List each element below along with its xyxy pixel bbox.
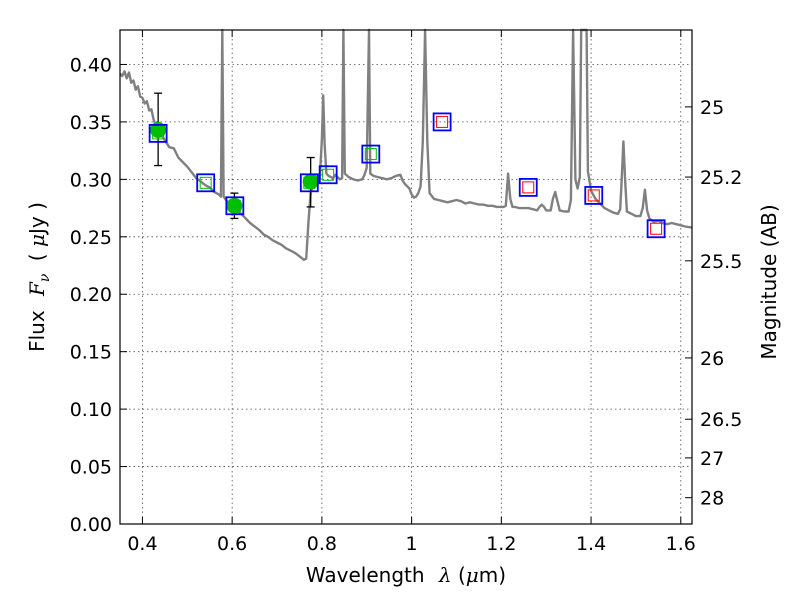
- y-axis-label-text: Flux: [25, 310, 49, 352]
- x-axis-label-unit-rest: m): [479, 563, 506, 587]
- model-box-inner: [303, 176, 316, 189]
- y-axis-label-unit-mu: μ: [25, 234, 49, 247]
- y-axis-label-f: F: [25, 281, 49, 297]
- model-box-outer: [299, 173, 319, 193]
- model-box-outer: [646, 219, 666, 239]
- model-box-outer: [225, 196, 245, 216]
- y2-axis-label: Magnitude (AB): [757, 204, 781, 359]
- x-axis-label-unit-open: (: [458, 563, 466, 587]
- x-tick-label: 1.6: [666, 533, 696, 555]
- y2-tick-label: 26: [700, 348, 724, 370]
- x-tick-label: 0.6: [217, 533, 247, 555]
- plot-frame: [119, 29, 693, 525]
- model-point-optical: [361, 144, 381, 164]
- model-point-optical: [196, 173, 216, 193]
- x-axis-label: Wavelength λ (μm): [306, 563, 506, 587]
- y-tick-label: 0.40: [70, 54, 112, 76]
- y2-tick-labels: 25 25.2 25.5 26 26.5 27 28: [700, 97, 742, 510]
- model-point-optical: [225, 196, 245, 216]
- x-tick-label: 1.4: [576, 533, 606, 555]
- y2-tick-label: 25.2: [700, 167, 742, 189]
- observed-point: [150, 121, 167, 138]
- model-box-inner: [650, 222, 663, 235]
- model-box-inner: [587, 189, 600, 202]
- y2-tick-label: 25: [700, 97, 724, 119]
- model-point-optical: [299, 173, 319, 193]
- axis-ticks: [120, 30, 692, 525]
- x-axis-label-unit-mu: μ: [466, 563, 479, 587]
- model-point-nir: [518, 177, 538, 197]
- model-box-outer: [148, 123, 168, 143]
- x-tick-label: 1.2: [486, 533, 516, 555]
- model-box-inner: [199, 176, 212, 189]
- y-tick-labels: 0.00 0.05 0.10 0.15 0.20 0.25 0.30 0.35 0.40: [70, 54, 112, 536]
- y-tick-label: 0.35: [70, 112, 112, 134]
- y-tick-label: 0.15: [70, 342, 112, 364]
- model-box-inner: [364, 148, 377, 161]
- model-box-inner: [152, 127, 165, 140]
- y-tick-label: 0.25: [70, 227, 112, 249]
- model-box-inner: [522, 181, 535, 194]
- model-box-inner: [228, 199, 241, 212]
- y-axis-label-unit-open: (: [25, 253, 49, 261]
- y2-tick-label: 26.5: [700, 409, 742, 431]
- y-tick-label: 0.00: [70, 514, 112, 536]
- y2-tick-label: 25.5: [700, 251, 742, 273]
- model-box-outer: [361, 144, 381, 164]
- y-tick-label: 0.10: [70, 399, 112, 421]
- model-point-nir: [646, 219, 666, 239]
- observed-point: [226, 197, 243, 214]
- x-tick-labels: 0.4 0.6 0.8 1 1.2 1.4 1.6: [127, 533, 696, 555]
- model-box-outer: [196, 173, 216, 193]
- observed-point: [302, 173, 319, 190]
- x-axis-label-lambda: λ: [438, 563, 452, 587]
- model-point-nir: [432, 112, 452, 132]
- x-tick-label: 1: [406, 533, 418, 555]
- y-axis-label-unit-rest: Jy ): [25, 202, 49, 236]
- y-tick-label: 0.30: [70, 169, 112, 191]
- model-points-layer: [148, 112, 666, 239]
- y2-tick-label: 28: [700, 488, 724, 510]
- model-box-inner: [322, 168, 335, 181]
- x-tick-label: 0.8: [307, 533, 337, 555]
- y-axis-label-nu: ν: [37, 273, 53, 282]
- model-box-outer: [584, 186, 604, 205]
- y-tick-label: 0.20: [70, 284, 112, 306]
- model-point-optical: [148, 123, 168, 143]
- y2-tick-label: 27: [700, 448, 724, 470]
- model-point-nir: [584, 186, 604, 205]
- model-box-inner: [436, 115, 449, 128]
- x-axis-label-text: Wavelength: [306, 563, 425, 587]
- model-box-outer: [318, 165, 338, 185]
- model-box-outer: [518, 177, 538, 197]
- y-axis-label: Flux Fν ( μJy ): [25, 202, 53, 352]
- model-point-optical: [318, 165, 338, 185]
- y-tick-label: 0.05: [70, 457, 112, 479]
- model-box-outer: [432, 112, 452, 132]
- x-tick-label: 0.4: [127, 533, 157, 555]
